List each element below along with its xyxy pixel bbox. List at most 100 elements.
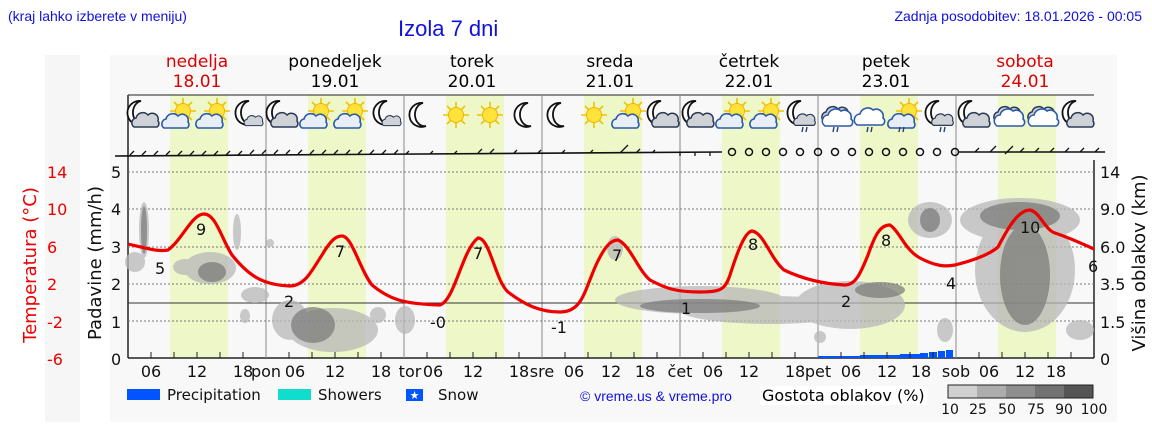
svg-text:2: 2	[284, 292, 294, 311]
svg-text:18: 18	[233, 362, 253, 381]
svg-text:10: 10	[1020, 218, 1040, 237]
svg-text:2: 2	[47, 275, 57, 294]
svg-text:25: 25	[969, 402, 987, 418]
svg-text:06: 06	[703, 362, 723, 381]
day-name: sobota	[996, 52, 1054, 72]
svg-text:12: 12	[463, 362, 483, 381]
svg-text:18: 18	[1046, 362, 1066, 381]
page-title: Izola 7 dni	[398, 16, 499, 41]
svg-text:12: 12	[187, 362, 207, 381]
svg-text:2: 2	[111, 275, 121, 294]
svg-text:-6: -6	[47, 350, 63, 369]
svg-text:-1: -1	[551, 318, 567, 337]
svg-text:sre: sre	[530, 362, 554, 381]
wind-barbs-row	[114, 144, 1105, 157]
svg-text:pon: pon	[251, 362, 281, 381]
day-header: nedelja 18.01	[137, 52, 257, 92]
svg-text:8: 8	[881, 231, 891, 250]
day-date: 18.01	[172, 72, 222, 92]
svg-text:Temperatura (°C): Temperatura (°C)	[20, 187, 41, 344]
temperature-axis: 14 10 6 2 -2 -6 Temperatura (°C)	[20, 163, 67, 369]
svg-text:pet: pet	[805, 362, 831, 381]
day-name: petek	[861, 52, 911, 72]
svg-text:06: 06	[141, 362, 161, 381]
svg-text:06: 06	[285, 362, 305, 381]
location-menu-hint[interactable]: (kraj lahko izberete v meniju)	[8, 8, 187, 24]
x-axis-labels: 06 12 18 pon 06 12 18 tor 06 12 18 sre 0…	[141, 362, 1066, 381]
svg-text:7: 7	[335, 242, 345, 261]
copyright-link[interactable]: © vreme.us & vreme.pro	[580, 388, 732, 404]
svg-text:06: 06	[979, 362, 999, 381]
svg-text:7: 7	[612, 246, 622, 265]
day-date: 22.01	[724, 72, 774, 92]
temperature-labels: 5 9 2 7 -0 7 -1 7 1 8 2 8 4 10 6	[155, 218, 1098, 337]
svg-text:9.0: 9.0	[1100, 200, 1125, 219]
day-name: sreda	[586, 52, 634, 72]
precipitation-swatch	[127, 389, 160, 400]
day-header: sobota 24.01	[965, 52, 1085, 92]
svg-text:75: 75	[1027, 402, 1045, 418]
svg-text:-0: -0	[430, 313, 446, 332]
x-ticks	[150, 352, 1072, 358]
svg-text:06: 06	[564, 362, 584, 381]
svg-text:18: 18	[911, 362, 931, 381]
day-date: 20.01	[447, 72, 497, 92]
svg-text:100: 100	[1081, 402, 1108, 418]
svg-text:2: 2	[841, 292, 851, 311]
svg-text:18: 18	[635, 362, 655, 381]
svg-text:14: 14	[47, 163, 67, 182]
svg-text:6: 6	[1088, 257, 1098, 276]
svg-text:-2: -2	[47, 313, 63, 332]
svg-text:12: 12	[739, 362, 759, 381]
legend-snow: Snow	[438, 386, 479, 404]
svg-text:★: ★	[410, 389, 420, 402]
legend-precipitation: Precipitation	[167, 386, 261, 404]
svg-text:90: 90	[1055, 402, 1073, 418]
svg-text:0: 0	[1100, 350, 1110, 369]
svg-text:06: 06	[841, 362, 861, 381]
day-date: 19.01	[310, 72, 360, 92]
day-date: 21.01	[585, 72, 635, 92]
legend-showers: Showers	[318, 386, 382, 404]
svg-text:06: 06	[423, 362, 443, 381]
svg-text:1.5: 1.5	[1100, 313, 1125, 332]
day-name: ponedeljek	[288, 52, 382, 72]
svg-text:1: 1	[111, 313, 121, 332]
day-date: 24.01	[1000, 72, 1050, 92]
last-updated: Zadnja posodobitev: 18.01.2026 - 00:05	[894, 8, 1142, 24]
svg-text:50: 50	[998, 402, 1016, 418]
svg-text:sob: sob	[942, 362, 970, 381]
cloud-height-axis: 14 9.0 6.0 3.5 1.5 0 Višina oblakov (km)	[1100, 163, 1150, 369]
day-date: 23.01	[861, 72, 911, 92]
svg-text:5: 5	[111, 163, 121, 182]
day-header: petek 23.01	[826, 52, 946, 92]
svg-text:tor: tor	[399, 362, 422, 381]
svg-text:18: 18	[509, 362, 529, 381]
svg-text:čet: čet	[668, 362, 693, 381]
showers-swatch	[278, 389, 311, 400]
cloud-density-scale: 10 25 50 75 90 100	[941, 384, 1108, 418]
svg-text:6.0: 6.0	[1100, 238, 1125, 257]
day-header: sreda 21.01	[550, 52, 670, 92]
svg-text:Padavine (mm/h): Padavine (mm/h)	[85, 186, 106, 340]
svg-text:4: 4	[111, 200, 121, 219]
day-header: torek 20.01	[412, 52, 532, 92]
svg-text:18: 18	[371, 362, 391, 381]
svg-text:5: 5	[155, 259, 165, 278]
svg-text:12: 12	[601, 362, 621, 381]
svg-text:10: 10	[47, 200, 67, 219]
svg-text:6: 6	[47, 238, 57, 257]
cloud-density-label: Gostota oblakov (%)	[760, 386, 927, 405]
svg-text:9: 9	[196, 220, 206, 239]
day-name: torek	[450, 52, 494, 72]
svg-text:3.5: 3.5	[1100, 275, 1125, 294]
svg-text:3: 3	[111, 238, 121, 257]
snow-swatch	[406, 389, 423, 401]
svg-text:4: 4	[946, 274, 956, 293]
day-name: nedelja	[165, 52, 229, 72]
svg-text:Višina oblakov (km): Višina oblakov (km)	[1129, 174, 1150, 351]
svg-text:14: 14	[1100, 163, 1120, 182]
svg-text:1: 1	[681, 299, 691, 318]
